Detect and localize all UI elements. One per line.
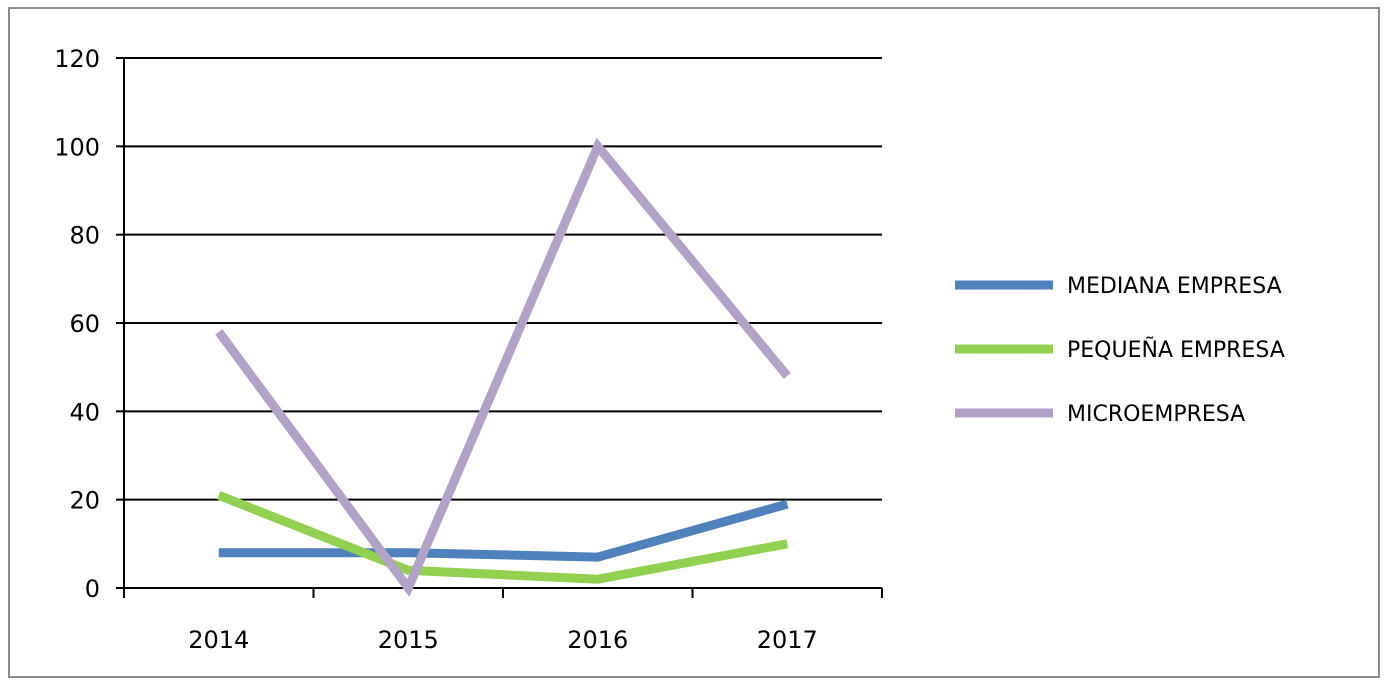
y-tick-label: 20 [69,487,100,515]
legend-label: MEDIANA EMPRESA [1067,274,1282,299]
x-tick-label: 2014 [188,626,249,654]
y-tick-label: 80 [69,222,100,250]
legend: MEDIANA EMPRESA PEQUEÑA EMPRESA MICROEMPRE… [955,274,1285,427]
series-line-peque-a-empresa [217,491,789,584]
series-line-microempresa [215,137,791,597]
axes [116,57,883,598]
legend-label: PEQUEÑA EMPRESA [1067,336,1285,363]
legend-label: MICROEMPRESA [1067,402,1245,427]
chart-frame [8,7,1380,678]
y-tick-label: 120 [54,45,100,73]
y-tick-label: 0 [85,575,100,603]
x-tick-labels: 2014 2015 2016 2017 [188,626,818,654]
y-tick-labels: 0 20 40 60 80 100 120 [54,45,100,603]
x-tick-label: 2015 [378,626,439,654]
y-tick-label: 60 [69,310,100,338]
series-line-mediana-empresa [218,499,789,562]
gridlines [124,57,882,501]
y-tick-label: 100 [54,133,100,161]
x-tick-label: 2016 [567,626,628,654]
series-lines [215,137,791,597]
y-tick-label: 40 [69,398,100,426]
x-tick-label: 2017 [757,626,818,654]
